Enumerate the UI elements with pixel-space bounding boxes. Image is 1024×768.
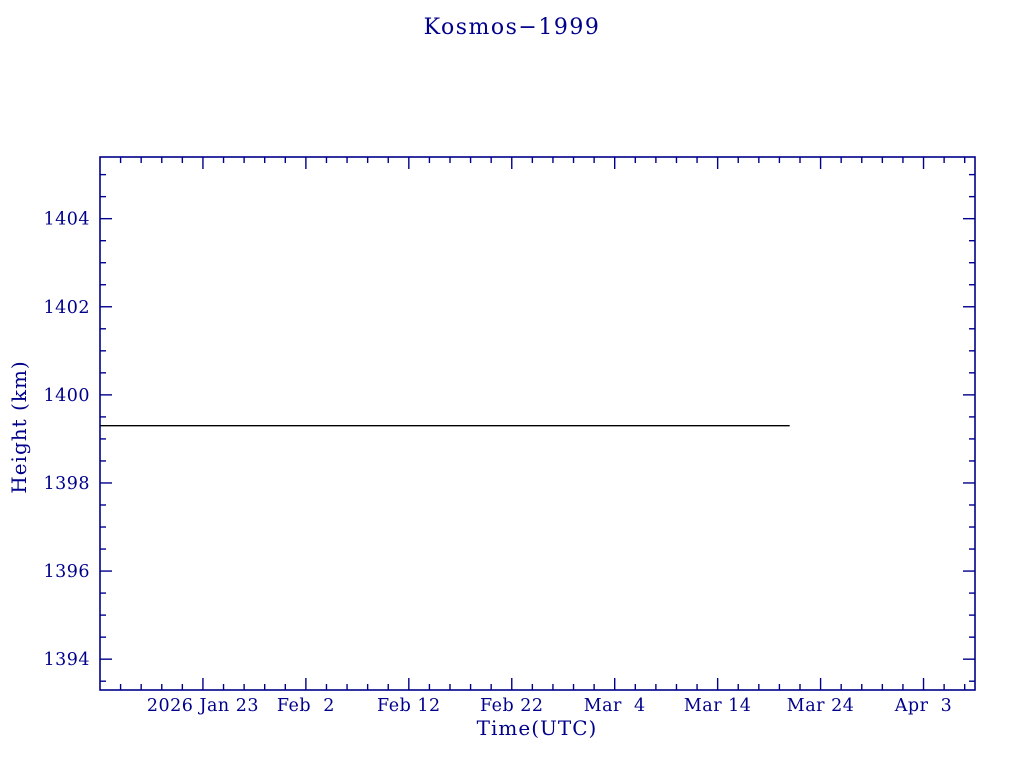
y-tick-label: 1404	[43, 210, 90, 230]
chart-title: Kosmos−1999	[423, 15, 601, 40]
x-tick-label: Mar 14	[684, 696, 752, 716]
x-tick-label: Feb 22	[480, 696, 544, 716]
x-tick-label: Mar 24	[787, 696, 855, 716]
x-tick-label: Apr 3	[894, 696, 952, 716]
y-tick-label: 1398	[43, 474, 90, 494]
y-tick-label: 1402	[43, 298, 90, 318]
y-tick-label: 1400	[43, 386, 90, 406]
x-tick-label: Feb 2	[277, 696, 335, 716]
x-axis-label: Time(UTC)	[476, 716, 598, 740]
y-tick-label: 1394	[43, 650, 90, 670]
x-tick-label: Mar 4	[584, 696, 646, 716]
x-tick-label: 2026 Jan 23	[147, 696, 259, 716]
plot-frame	[99, 156, 976, 691]
x-tick-label: Feb 12	[377, 696, 441, 716]
y-tick-label: 1396	[43, 562, 90, 582]
